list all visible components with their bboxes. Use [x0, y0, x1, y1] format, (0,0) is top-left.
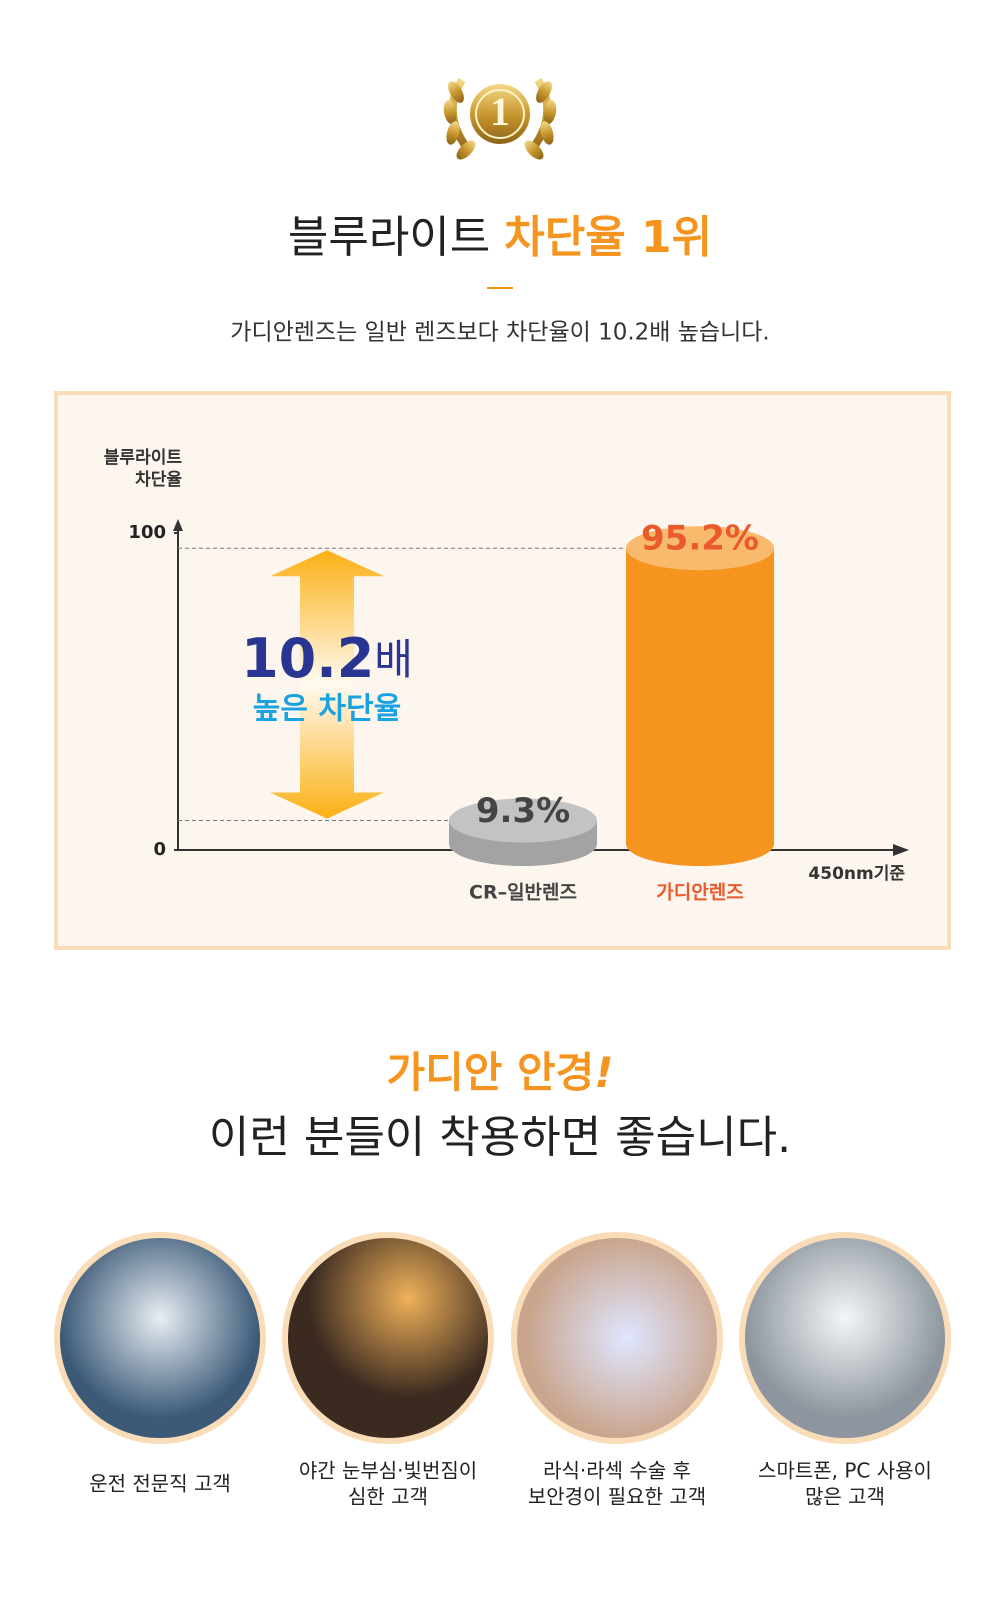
audience-label: 라식·라섹 수술 후 [543, 1459, 691, 1483]
x-axis-label: 450nm기준 [808, 864, 905, 884]
audience-label: 운전 전문직 고객 [89, 1472, 231, 1496]
value-label: 95.2% [641, 519, 759, 559]
subtitle: 가디안렌즈는 일반 렌즈보다 차단율이 10.2배 높습니다. [230, 320, 769, 346]
audience-label: 스마트폰, PC 사용이 [758, 1459, 932, 1483]
section-title: 가디안 안경! [387, 1048, 614, 1097]
audience-label: 야간 눈부심·빛번짐이 [299, 1459, 477, 1483]
audience-label: 많은 고객 [805, 1485, 885, 1509]
svg-text:1: 1 [490, 89, 510, 134]
annotation-text: 높은 차단율 [253, 692, 401, 727]
comparison-arrow [270, 550, 384, 819]
page-title: 블루라이트 차단율 1위 [288, 212, 712, 263]
category-label: 가디안렌즈 [656, 882, 743, 904]
bar-top-shine [626, 526, 774, 571]
audience-label: 심한 고객 [348, 1485, 428, 1509]
y-tick-label: 100 [128, 522, 166, 543]
rank-badge: 1 [443, 77, 557, 160]
annotation-value: 10.2 [241, 627, 374, 690]
bar [626, 548, 774, 844]
audience-photo [60, 1238, 260, 1438]
y-axis-arrow [173, 519, 183, 531]
bar-top-shine [449, 798, 597, 843]
annotation-ratio: 10.2배 [241, 627, 413, 690]
y-tick-label: 0 [153, 839, 166, 860]
section-title-text: 가디안 안경 [387, 1048, 595, 1097]
section-title-mark: ! [594, 1048, 613, 1097]
title-highlight: 차단율 1위 [504, 212, 712, 263]
audience-photo [745, 1238, 945, 1438]
bar-top [449, 798, 597, 843]
category-label: CR–일반렌즈 [469, 882, 577, 904]
bar-top [626, 526, 774, 571]
title-text: 블루라이트 [288, 212, 490, 263]
annotation-unit: 배 [374, 635, 413, 684]
y-axis-label: 차단율 [135, 470, 182, 490]
section-heading: 이런 분들이 착용하면 좋습니다. [209, 1112, 791, 1163]
value-label: 9.3% [476, 791, 570, 831]
audience-photo [288, 1238, 488, 1438]
audience-label: 보안경이 필요한 고객 [528, 1485, 706, 1509]
y-axis-label: 블루라이트 [104, 448, 183, 468]
x-axis-arrow [893, 844, 909, 856]
audience-photo [517, 1238, 717, 1438]
